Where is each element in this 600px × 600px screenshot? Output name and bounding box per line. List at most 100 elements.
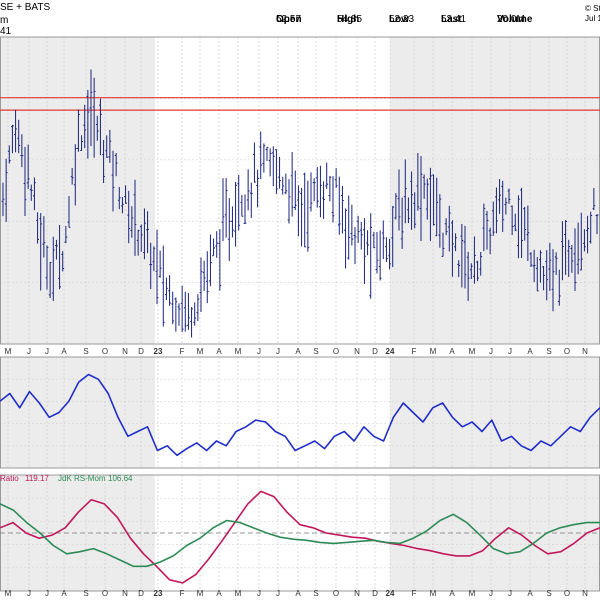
- price-bar: [105, 135, 109, 158]
- x-axis-tick-label: J: [489, 589, 493, 598]
- price-bar: [51, 236, 55, 302]
- shaded-year-0-panel-1: [0, 357, 155, 468]
- x-axis-tick-label: 23: [154, 347, 163, 356]
- x-axis-tick-label: A: [449, 347, 455, 356]
- price-bar: [322, 181, 325, 219]
- x-axis-tick-label: O: [564, 347, 570, 356]
- legend-ratio-value: 119.17: [25, 474, 49, 483]
- x-axis-tick-label: M: [235, 589, 242, 598]
- x-axis-tick-label: M: [430, 589, 437, 598]
- price-bar: [20, 134, 24, 168]
- x-axis-tick-label: J: [45, 347, 49, 356]
- price-bar: [278, 156, 281, 189]
- price-bar: [501, 180, 505, 232]
- x-axis-tick-label: S: [83, 589, 88, 598]
- price-bar: [425, 178, 429, 220]
- price-bar: [583, 229, 586, 252]
- price-bar: [328, 175, 332, 202]
- price-bar: [300, 187, 303, 247]
- x-axis-tick-label: A: [295, 347, 301, 356]
- price-bar: [183, 291, 187, 332]
- x-axis-tick-label: S: [83, 347, 88, 356]
- price-bar: [171, 291, 175, 325]
- x-axis-tick-label: A: [216, 589, 222, 598]
- x-axis-tick-label: 24: [386, 589, 395, 598]
- x-axis-tick-label: N: [354, 347, 360, 356]
- price-bar: [407, 197, 410, 224]
- price-bar: [517, 195, 520, 259]
- price-bar: [410, 171, 413, 230]
- price-bar: [554, 252, 558, 275]
- x-axis-tick-label: D: [138, 589, 144, 598]
- price-bar: [7, 145, 11, 164]
- x-axis-tick-label: A: [61, 589, 67, 598]
- price-bar: [479, 251, 483, 276]
- price-bar: [259, 131, 263, 180]
- x-axis-tick-label: J: [257, 589, 261, 598]
- x-axis-tick-label: A: [527, 347, 533, 356]
- x-axis-tick-label: S: [546, 347, 551, 356]
- price-bar: [152, 246, 156, 272]
- price-bar: [209, 234, 212, 287]
- x-axis-tick-label: J: [508, 589, 512, 598]
- price-bar: [529, 252, 533, 268]
- price-bar: [372, 231, 376, 249]
- price-bar: [460, 223, 464, 288]
- price-bar: [221, 178, 225, 242]
- price-bar: [139, 224, 143, 252]
- price-bar: [212, 238, 215, 257]
- x-axis-tick-label: S: [313, 589, 318, 598]
- price-bar: [187, 292, 190, 330]
- price-bar: [403, 159, 407, 224]
- rrg-series-line-0: [0, 490, 600, 584]
- price-bar: [1, 182, 5, 217]
- price-bar: [146, 211, 149, 254]
- price-bar: [130, 206, 134, 238]
- price-bar: [136, 229, 140, 256]
- x-axis-tick-label: F: [412, 347, 417, 356]
- price-bar: [70, 167, 74, 185]
- x-axis-tick-label: F: [180, 589, 185, 598]
- x-axis-tick-label: O: [102, 589, 108, 598]
- x-axis-tick-label: A: [216, 347, 222, 356]
- price-bar: [205, 251, 209, 304]
- price-bar: [199, 257, 203, 312]
- price-bar: [240, 194, 244, 217]
- x-axis-tick-label: D: [372, 589, 378, 598]
- price-bar: [253, 142, 256, 183]
- price-bar: [246, 169, 250, 211]
- price-bar: [14, 109, 17, 153]
- price-bar: [121, 197, 124, 214]
- price-bar: [325, 162, 329, 189]
- stat-open-value: 52.57: [276, 14, 302, 25]
- price-bar: [114, 153, 118, 177]
- price-bar: [429, 167, 432, 241]
- price-bar: [17, 119, 21, 154]
- price-bar: [265, 146, 269, 162]
- price-bar: [196, 294, 200, 322]
- price-bar: [350, 204, 354, 246]
- price-bar: [510, 205, 514, 236]
- price-bar: [573, 228, 577, 292]
- price-bar: [215, 231, 219, 258]
- price-bar: [256, 169, 259, 208]
- price-bar: [498, 179, 501, 214]
- price-bar: [80, 135, 83, 151]
- price-bar: [400, 197, 404, 249]
- x-axis-tick-label: N: [582, 589, 588, 598]
- price-bar: [378, 230, 382, 281]
- x-axis-tick-label: D: [138, 347, 144, 356]
- price-bar: [397, 169, 401, 231]
- price-bar: [551, 249, 555, 312]
- stat-low-value: 52.23: [389, 14, 415, 25]
- x-axis-tick-label: J: [27, 589, 31, 598]
- legend-ratio-label: Ratio: [0, 474, 19, 483]
- price-bar: [29, 184, 33, 201]
- stat-high-label: High: [337, 14, 360, 25]
- price-bar: [457, 260, 461, 278]
- price-bar: [331, 176, 335, 223]
- x-axis-tick-label: S: [546, 589, 551, 598]
- price-bar: [513, 213, 517, 232]
- legend-mom-label: JdK RS-Mom: [58, 474, 106, 483]
